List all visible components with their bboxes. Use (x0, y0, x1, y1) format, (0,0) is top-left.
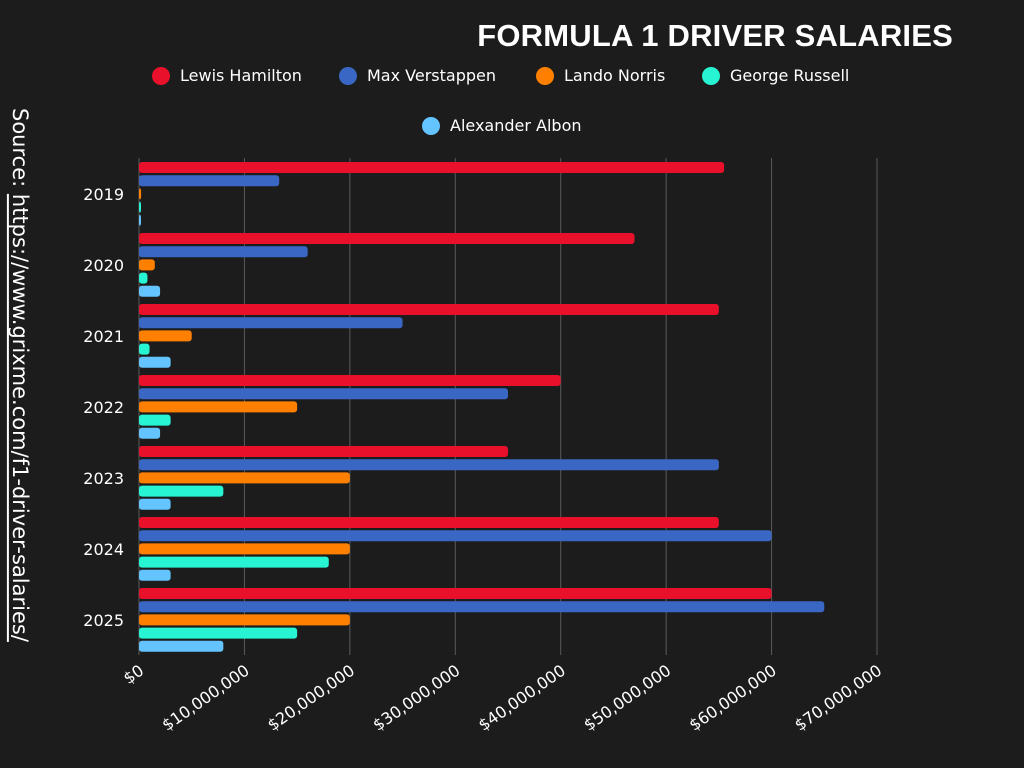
bar (139, 162, 725, 173)
y-tick-label: 2025 (83, 611, 124, 630)
bar (139, 285, 161, 297)
bar (139, 388, 508, 400)
bar (139, 530, 772, 542)
bar (139, 259, 155, 271)
bar (139, 601, 825, 613)
bar (139, 414, 171, 426)
bar (139, 569, 171, 581)
bar (139, 233, 635, 244)
source-note: Source: https://www.grixme.com/f1-driver… (8, 108, 32, 642)
x-tick-label: $40,000,000 (475, 661, 569, 735)
bar (139, 246, 308, 258)
legend-label: Alexander Albon (450, 116, 582, 135)
bar (139, 459, 719, 471)
legend-dot-icon (702, 66, 720, 85)
bars (139, 162, 825, 652)
bar (139, 556, 329, 568)
legend-dot-icon (536, 66, 554, 85)
legend-label: Lewis Hamilton (180, 66, 302, 85)
legend-dot-icon (152, 66, 170, 85)
y-tick-label: 2019 (83, 185, 124, 204)
bar (139, 588, 772, 599)
y-tick-label: 2020 (83, 256, 124, 275)
bar (139, 517, 719, 528)
legend: Lewis Hamilton Max Verstappen Lando Norr… (150, 62, 870, 142)
source-link[interactable]: https://www.grixme.com/f1-driver-salarie… (8, 193, 32, 642)
bar (139, 356, 171, 368)
bar (139, 201, 141, 213)
source-prefix: Source: (8, 108, 32, 194)
x-tick-label: $60,000,000 (686, 661, 780, 735)
x-tick-label: $70,000,000 (791, 661, 885, 735)
bar (139, 543, 350, 555)
bar (139, 214, 141, 226)
x-tick-label: $10,000,000 (158, 661, 252, 735)
legend-label: Max Verstappen (367, 66, 496, 85)
legend-item-george-russell[interactable]: George Russell (702, 66, 849, 85)
bar (139, 401, 298, 413)
legend-item-lando-norris[interactable]: Lando Norris (536, 66, 665, 85)
bar (139, 627, 298, 639)
bar (139, 427, 161, 439)
legend-label: George Russell (730, 66, 850, 85)
legend-label: Lando Norris (564, 66, 666, 85)
bar (139, 317, 403, 329)
x-tick-label: $30,000,000 (369, 661, 463, 735)
chart-title: FORMULA 1 DRIVER SALARIES (477, 18, 953, 53)
bar (139, 188, 142, 200)
bar (139, 175, 280, 187)
bar (139, 614, 350, 626)
bar (139, 272, 148, 284)
x-tick-label: $0 (120, 661, 148, 688)
bar (139, 498, 171, 510)
x-tick-label: $20,000,000 (264, 661, 358, 735)
bar (139, 343, 150, 355)
y-tick-label: 2024 (83, 540, 124, 559)
bar (139, 330, 192, 342)
legend-dot-icon (422, 116, 440, 135)
x-axis-labels: $0 $10,000,000 $20,000,000 $30,000,000 $40,0… (120, 661, 886, 735)
y-tick-label: 2022 (83, 398, 124, 417)
y-tick-label: 2021 (83, 327, 124, 346)
x-tick-label: $50,000,000 (580, 661, 674, 735)
bar (139, 304, 719, 315)
y-tick-label: 2023 (83, 469, 124, 488)
y-axis-labels: 2019 2020 2021 2022 2023 2024 2025 (83, 185, 124, 630)
legend-item-max-verstappen[interactable]: Max Verstappen (339, 66, 496, 85)
legend-item-alexander-albon[interactable]: Alexander Albon (422, 116, 582, 135)
bar (139, 640, 224, 652)
bar (139, 472, 350, 484)
legend-dot-icon (339, 66, 357, 85)
legend-item-lewis-hamilton[interactable]: Lewis Hamilton (152, 66, 302, 85)
bar (139, 446, 508, 457)
bar (139, 485, 224, 497)
bar (139, 375, 561, 386)
